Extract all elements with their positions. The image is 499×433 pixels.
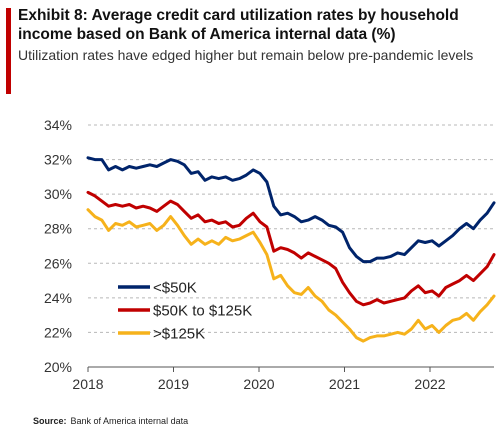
title-accent-bar	[6, 8, 11, 94]
y-tick-label: 22%	[44, 324, 72, 340]
x-tick-label: 2018	[72, 376, 103, 392]
y-tick-label: 34%	[44, 117, 72, 133]
legend-label: <$50K	[153, 280, 197, 297]
x-tick-label: 2020	[243, 376, 274, 392]
x-tick-label: 2022	[414, 376, 445, 392]
y-tick-label: 24%	[44, 290, 72, 306]
legend-label: $50K to $125K	[153, 303, 252, 320]
x-tick-label: 2019	[158, 376, 189, 392]
source-text: Bank of America internal data	[70, 416, 189, 426]
chart-title: Exhibit 8: Average credit card utilizati…	[18, 7, 459, 43]
y-tick-label: 32%	[44, 152, 72, 168]
chart-subtitle: Utilization rates have edged higher but …	[18, 47, 474, 63]
source-note: Source: Bank of America internal data	[33, 416, 188, 426]
series-line	[86, 208, 496, 343]
series-line	[86, 156, 496, 264]
series-line	[86, 190, 496, 307]
x-tick-label: 2021	[329, 376, 360, 392]
y-tick-label: 30%	[44, 186, 72, 202]
legend-label: >$125K	[153, 326, 205, 343]
y-tick-label: 28%	[44, 221, 72, 237]
y-tick-label: 26%	[44, 255, 72, 271]
source-label: Source:	[33, 416, 67, 426]
y-tick-label: 20%	[44, 359, 72, 375]
